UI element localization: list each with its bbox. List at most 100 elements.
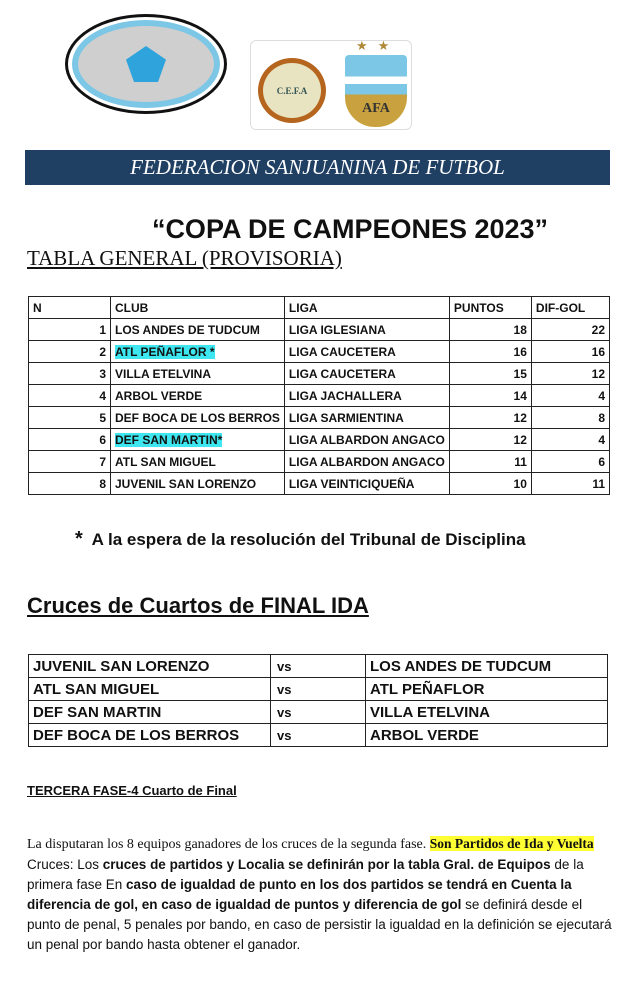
cell-n: 8 [28,472,111,495]
cell-dif: 11 [530,472,611,495]
match-row: DEF SAN MARTIN vs VILLA ETELVINA [28,700,608,724]
table-header-row: N CLUB LIGA PUNTOS DIF-GOL [28,296,611,319]
puntos-value: 11 [514,454,527,469]
match-vs: vs [270,723,366,747]
cell-puntos: 10 [448,472,532,495]
cell-liga: LIGA JACHALLERA [283,384,450,407]
cell-dif: 22 [530,318,611,341]
cell-n: 6 [28,428,111,451]
match-away: ATL PEÑAFLOR [365,677,608,701]
liga-value: LIGA JACHALLERA [288,388,402,403]
dif-value: 12 [591,366,605,381]
match-home: DEF BOCA DE LOS BERROS [28,723,271,747]
banner: FEDERACION SANJUANINA DE FUTBOL [25,150,610,185]
cell-puntos: 15 [448,362,532,385]
table-row: 6 DEF SAN MARTIN* LIGA ALBARDON ANGACO 12 4 [28,428,611,451]
stars-icon: ★★ [356,38,400,53]
table-row: 4 ARBOL VERDE LIGA JACHALLERA 14 4 [28,384,611,407]
cell-dif: 6 [530,450,611,473]
cell-club: ATL SAN MIGUEL [110,450,285,473]
page-title: “COPA DE CAMPEONES 2023” [151,214,549,244]
club-value: ATL PEÑAFLOR * [115,344,215,359]
cell-puntos: 12 [448,406,532,429]
table-row: 3 VILLA ETELVINA LIGA CAUCETERA 15 12 [28,362,611,385]
cell-club: DEF BOCA DE LOS BERROS [110,406,285,429]
note-text: A la espera de la resolución del Tribuna… [91,530,526,549]
header-puntos: PUNTOS [448,296,532,319]
cell-n: 1 [28,318,111,341]
dif-value: 16 [591,344,605,359]
header-club: CLUB [110,296,285,319]
cell-dif: 4 [530,428,611,451]
n-value: 3 [99,366,106,381]
n-value: 5 [99,410,106,425]
club-value: VILLA ETELVINA [115,366,211,381]
standings-table: N CLUB LIGA PUNTOS DIF-GOL 1 LOS ANDES DE… [28,296,611,495]
cell-n: 3 [28,362,111,385]
bold-text: caso de igualdad de punto en los dos par… [27,877,572,912]
text: de la primera fase En [27,857,584,892]
text: se definirá desde el punto de penal, 5 p… [27,897,612,952]
dif-value: 4 [598,432,605,447]
cell-club: LOS ANDES DE TUDCUM [110,318,285,341]
cell-liga: LIGA ALBARDON ANGACO [283,450,450,473]
cell-puntos: 12 [448,428,532,451]
puntos-value: 12 [513,410,527,425]
n-value: 7 [99,454,106,469]
cell-dif: 12 [530,362,611,385]
n-value: 4 [99,388,106,403]
cell-puntos: 14 [448,384,532,407]
cell-n: 7 [28,450,111,473]
puntos-value: 16 [513,344,527,359]
dif-value: 6 [598,454,605,469]
cell-liga: LIGA CAUCETERA [283,340,450,363]
cell-club: JUVENIL SAN LORENZO [110,472,285,495]
table-row: 2 ATL PEÑAFLOR * LIGA CAUCETERA 16 16 [28,340,611,363]
disciplina-note: * A la espera de la resolución del Tribu… [75,528,526,551]
match-home: ATL SAN MIGUEL [28,677,271,701]
club-value: ARBOL VERDE [115,388,203,403]
table-subtitle: TABLA GENERAL (PROVISORIA) [27,246,342,270]
header-liga: LIGA [283,296,450,319]
liga-value: LIGA IGLESIANA [288,322,386,337]
puntos-value: 15 [513,366,527,381]
affiliation-logos [250,40,412,130]
cell-puntos: 18 [448,318,532,341]
match-row: ATL SAN MIGUEL vs ATL PEÑAFLOR [28,677,608,701]
highlighted-text: Son Partidos de Ida y Vuelta [429,836,594,851]
puntos-value: 14 [513,388,527,403]
table-row: 1 LOS ANDES DE TUDCUM LIGA IGLESIANA 18 22 [28,318,611,341]
table-row: 8 JUVENIL SAN LORENZO LIGA VEINTICIQUEÑA 10… [28,472,611,495]
table-row: 5 DEF BOCA DE LOS BERROS LIGA SARMIENTINA 1… [28,406,611,429]
cell-liga: LIGA IGLESIANA [283,318,450,341]
cell-club: ARBOL VERDE [110,384,285,407]
cell-liga: LIGA VEINTICIQUEÑA [283,472,450,495]
match-away: LOS ANDES DE TUDCUM [365,654,608,678]
cell-puntos: 16 [448,340,532,363]
cell-liga: LIGA SARMIENTINA [283,406,450,429]
match-vs: vs [270,654,366,678]
dif-value: 11 [592,476,605,491]
puntos-value: 10 [513,476,527,491]
cell-n: 5 [28,406,111,429]
match-vs: vs [270,700,366,724]
liga-value: LIGA ALBARDON ANGACO [288,432,445,447]
club-value: LOS ANDES DE TUDCUM [115,322,260,337]
puntos-value: 18 [513,322,527,337]
liga-value: LIGA VEINTICIQUEÑA [288,476,415,491]
liga-value: LIGA CAUCETERA [288,366,396,381]
header-n: N [28,296,111,319]
matches-table: JUVENIL SAN LORENZO vs LOS ANDES DE TUDCUM… [28,654,608,747]
cell-dif: 16 [530,340,611,363]
match-row: DEF BOCA DE LOS BERROS vs ARBOL VERDE [28,723,608,747]
club-value: DEF BOCA DE LOS BERROS [115,410,280,425]
n-value: 6 [99,432,106,447]
n-value: 1 [99,322,106,337]
club-value: DEF SAN MARTIN* [115,432,223,447]
bold-text: cruces de partidos y Localia se definirá… [102,857,551,872]
rules-paragraph: La disputaran los 8 equipos ganadores de… [27,834,612,955]
liga-value: LIGA CAUCETERA [288,344,396,359]
header-dif-gol: DIF-GOL [530,296,611,319]
cell-puntos: 11 [448,450,532,473]
cell-n: 4 [28,384,111,407]
